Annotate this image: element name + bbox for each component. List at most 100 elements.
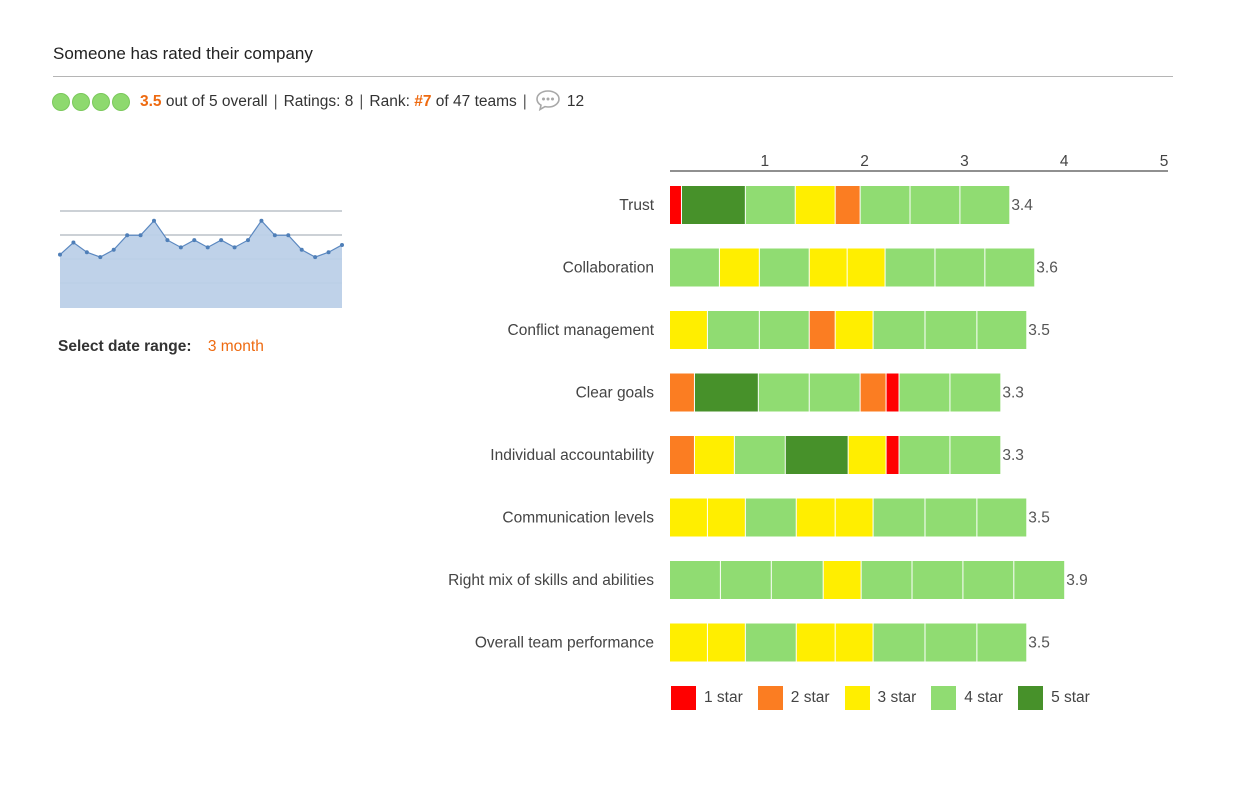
rating-dot: [112, 93, 130, 111]
bar-segment-5-star[interactable]: [681, 186, 745, 224]
rating-dots: [52, 93, 130, 111]
bar-segment-2-star[interactable]: [835, 186, 860, 224]
bar-segment-3-star[interactable]: [719, 248, 759, 287]
overall-score: 3.5: [140, 93, 162, 110]
bar-segment-4-star[interactable]: [899, 373, 950, 412]
bar-segment-4-star[interactable]: [910, 186, 960, 224]
page-title: Someone has rated their company: [53, 44, 313, 63]
bar-segment-4-star[interactable]: [985, 248, 1035, 287]
bar-segment-4-star[interactable]: [720, 561, 771, 599]
bar-segment-4-star[interactable]: [977, 623, 1027, 662]
separator: |: [273, 93, 278, 110]
bar-segment-4-star[interactable]: [925, 498, 977, 537]
bar-segment-4-star[interactable]: [809, 373, 860, 412]
bar-segment-5-star[interactable]: [785, 436, 848, 474]
x-tick-label: 2: [860, 153, 869, 170]
legend-swatch: [671, 686, 696, 710]
bar-segment-4-star[interactable]: [745, 498, 796, 537]
bar-segment-3-star[interactable]: [707, 623, 745, 662]
ratings-bar-chart: 1 2 3 4 5 Trust 3.4 Collaboration 3.6 Conflict ma…: [448, 153, 1168, 662]
bar-segment-3-star[interactable]: [835, 623, 873, 662]
separator: |: [359, 93, 364, 110]
bar-segment-3-star[interactable]: [809, 248, 847, 287]
average-value-label: 3.6: [1036, 260, 1058, 277]
bar-segment-4-star[interactable]: [963, 561, 1014, 599]
bar-segment-4-star[interactable]: [670, 248, 719, 287]
bar-segment-4-star[interactable]: [861, 561, 912, 599]
bar-segment-4-star[interactable]: [950, 373, 1001, 412]
legend-item-3-star[interactable]: 3 star: [844, 686, 916, 710]
bar-segment-2-star[interactable]: [670, 436, 694, 474]
bar-segment-3-star[interactable]: [670, 498, 707, 537]
bar-segment-2-star[interactable]: [670, 373, 694, 412]
x-tick-label: 1: [760, 153, 769, 170]
bar-segment-3-star[interactable]: [670, 623, 707, 662]
bar-segment-4-star[interactable]: [670, 561, 720, 599]
bar-segment-3-star[interactable]: [795, 186, 835, 224]
bar-segment-4-star[interactable]: [745, 623, 796, 662]
bar-segment-3-star[interactable]: [847, 248, 885, 287]
sparkline-point: [58, 252, 62, 257]
rank-suffix: of 47 teams: [435, 93, 517, 110]
bar-segment-4-star[interactable]: [734, 436, 785, 474]
bar-segment-3-star[interactable]: [707, 498, 745, 537]
bar-segment-4-star[interactable]: [873, 498, 925, 537]
category-label: Communication levels: [502, 510, 654, 527]
bar-segment-4-star[interactable]: [950, 436, 1001, 474]
rating-dot: [72, 93, 90, 111]
bar-segment-4-star[interactable]: [960, 186, 1010, 224]
bar-segment-4-star[interactable]: [771, 561, 823, 599]
category-label: Overall team performance: [475, 635, 654, 652]
legend-item-5-star[interactable]: 5 star: [1018, 686, 1090, 710]
legend-item-4-star[interactable]: 4 star: [931, 686, 1003, 710]
category-label: Right mix of skills and abilities: [448, 572, 654, 589]
bar-segment-3-star[interactable]: [796, 498, 835, 537]
bar-segment-4-star[interactable]: [758, 373, 809, 412]
bar-segment-4-star[interactable]: [873, 311, 925, 349]
bar-segment-4-star[interactable]: [935, 248, 985, 287]
comments-count[interactable]: 12: [566, 93, 585, 110]
sparkline-point: [313, 255, 318, 260]
bar-segment-4-star[interactable]: [925, 311, 977, 349]
legend-item-1-star[interactable]: 1 star: [671, 686, 743, 710]
legend-label: 2 star: [790, 689, 830, 706]
bar-segment-3-star[interactable]: [670, 311, 707, 349]
bar-segment-4-star[interactable]: [912, 561, 963, 599]
bar-segment-3-star[interactable]: [835, 498, 873, 537]
date-range-value[interactable]: 3 month: [207, 338, 264, 355]
bar-segment-4-star[interactable]: [899, 436, 950, 474]
bar-segment-4-star[interactable]: [1014, 561, 1065, 599]
bar-segment-4-star[interactable]: [925, 623, 977, 662]
bar-segment-4-star[interactable]: [759, 248, 809, 287]
bar-segment-3-star[interactable]: [835, 311, 873, 349]
bar-segment-4-star[interactable]: [759, 311, 809, 349]
category-label: Conflict management: [508, 322, 655, 339]
bar-segment-2-star[interactable]: [860, 373, 886, 412]
comment-bubble-icon[interactable]: [535, 89, 561, 116]
overall-score-suffix: out of 5 overall: [165, 93, 268, 110]
sparkline-point: [111, 247, 116, 252]
bar-segment-4-star[interactable]: [860, 186, 910, 224]
bar-segment-5-star[interactable]: [694, 373, 758, 412]
bar-segment-3-star[interactable]: [694, 436, 734, 474]
legend-swatch: [1018, 686, 1044, 710]
rank-value[interactable]: #7: [414, 93, 432, 110]
bar-segment-4-star[interactable]: [977, 311, 1027, 349]
sparkline-point: [205, 245, 210, 250]
chart-legend: 1 star 2 star 3 star 4 star 5 star: [671, 686, 1105, 710]
legend-label: 5 star: [1051, 689, 1090, 706]
bar-segment-2-star[interactable]: [809, 311, 835, 349]
bar-segment-1-star[interactable]: [886, 436, 899, 474]
bar-segment-1-star[interactable]: [886, 373, 899, 412]
bar-segment-4-star[interactable]: [977, 498, 1027, 537]
bar-segment-4-star[interactable]: [873, 623, 925, 662]
bar-segment-3-star[interactable]: [848, 436, 886, 474]
legend-item-2-star[interactable]: 2 star: [757, 686, 830, 710]
bar-segment-4-star[interactable]: [885, 248, 935, 287]
bar-segment-3-star[interactable]: [823, 561, 861, 599]
bar-segment-4-star[interactable]: [745, 186, 795, 224]
category-label: Trust: [619, 197, 654, 214]
bar-segment-1-star[interactable]: [670, 186, 681, 224]
bar-segment-3-star[interactable]: [796, 623, 835, 662]
bar-segment-4-star[interactable]: [707, 311, 759, 349]
